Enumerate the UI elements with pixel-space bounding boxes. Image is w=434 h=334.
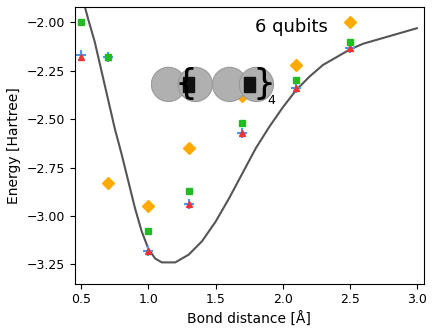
X-axis label: Bond distance [Å]: Bond distance [Å] <box>187 312 311 327</box>
Text: 6 qubits: 6 qubits <box>254 18 327 36</box>
Y-axis label: Energy [Hartree]: Energy [Hartree] <box>7 87 21 204</box>
